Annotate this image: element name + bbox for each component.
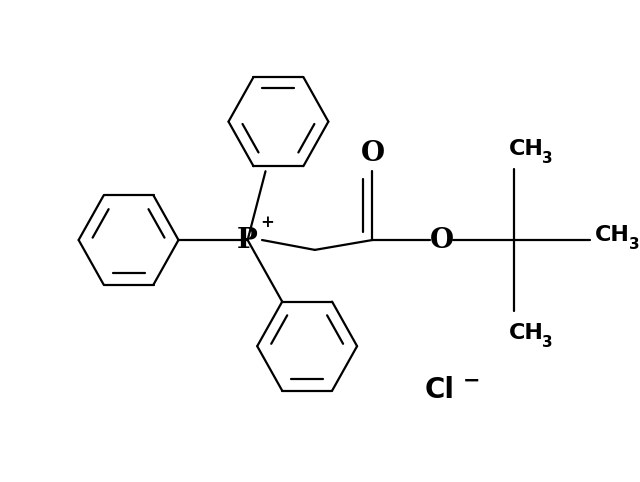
Text: Cl: Cl bbox=[425, 376, 454, 404]
Text: CH: CH bbox=[595, 225, 630, 245]
Text: 3: 3 bbox=[543, 151, 553, 166]
Text: 3: 3 bbox=[543, 335, 553, 350]
Text: O: O bbox=[429, 227, 454, 254]
Text: +: + bbox=[260, 214, 274, 231]
Text: −: − bbox=[463, 370, 480, 390]
Text: P: P bbox=[237, 227, 258, 254]
Text: O: O bbox=[360, 139, 385, 166]
Text: CH: CH bbox=[509, 139, 543, 159]
Text: 3: 3 bbox=[629, 238, 639, 253]
Text: CH: CH bbox=[509, 323, 543, 343]
